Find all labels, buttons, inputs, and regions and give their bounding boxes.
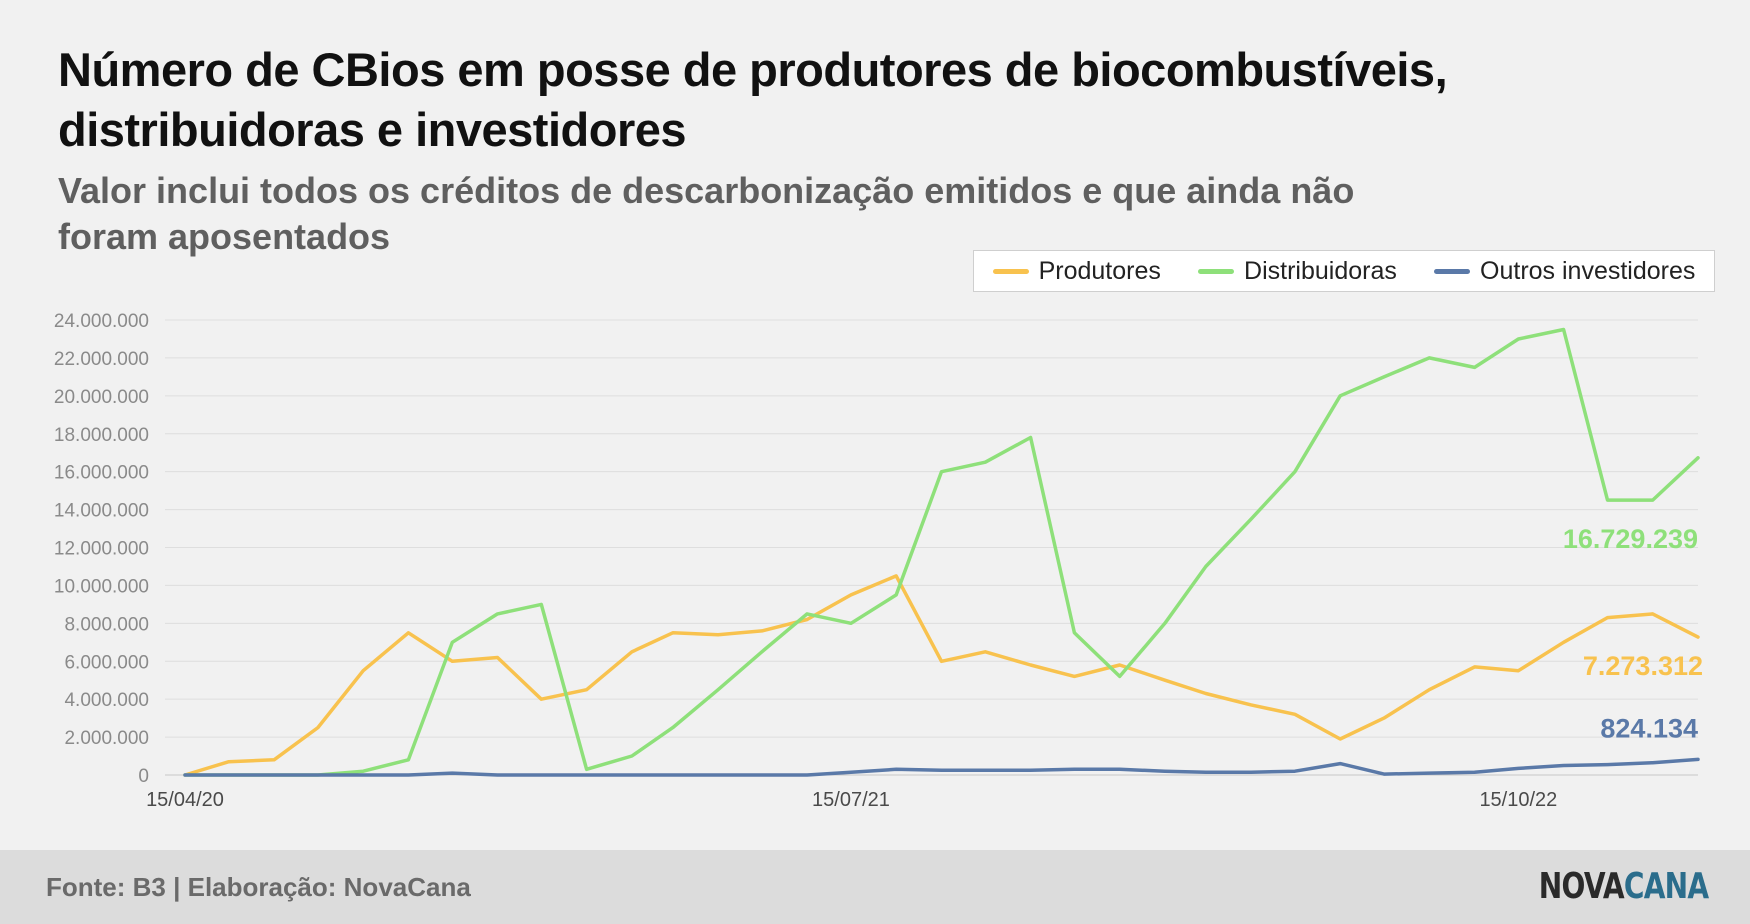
source-note: Fonte: B3 | Elaboração: NovaCana xyxy=(46,872,471,902)
y-tick-label: 18.000.000 xyxy=(54,425,149,446)
y-tick-label: 20.000.000 xyxy=(54,387,149,408)
x-tick-label: 15/07/21 xyxy=(812,789,890,811)
y-tick-label: 12.000.000 xyxy=(54,539,149,560)
y-tick-label: 24.000.000 xyxy=(54,311,149,332)
x-tick-label: 15/10/22 xyxy=(1479,789,1557,811)
legend-item-distribuidoras: Distribuidoras xyxy=(1198,257,1397,286)
legend-swatch-produtores xyxy=(992,268,1029,274)
end-value-label: 7.273.312 xyxy=(1583,651,1703,681)
novacana-logo: NOVACANA xyxy=(1538,866,1708,907)
y-tick-label: 8.000.000 xyxy=(64,614,149,635)
x-tick-label: 15/04/20 xyxy=(146,789,224,811)
legend-label-distribuidoras: Distribuidoras xyxy=(1244,256,1397,285)
series-line-3 xyxy=(183,757,1700,777)
series-line-2 xyxy=(183,327,1700,777)
y-tick-label: 16.000.000 xyxy=(54,463,149,484)
y-tick-label: 22.000.000 xyxy=(54,349,149,370)
line-chart: 0 2.000.000 4.000.000 6.000.000 8.000.000 10.… xyxy=(54,311,1703,811)
y-tick-label: 6.000.000 xyxy=(64,652,149,673)
chart-subtitle: Valor inclui todos os créditos de descar… xyxy=(58,170,1355,257)
y-tick-label: 0 xyxy=(138,766,149,787)
y-tick-label: 14.000.000 xyxy=(54,501,149,522)
legend-item-produtores: Produtores xyxy=(992,256,1161,286)
footer: Fonte: B3 | Elaboração: NovaCana NOVACAN… xyxy=(0,850,1750,924)
legend-swatch-distribuidoras xyxy=(1198,268,1235,274)
end-value-label: 16.729.239 xyxy=(1563,524,1698,554)
end-value-label: 824.134 xyxy=(1600,713,1698,743)
y-tick-label: 10.000.000 xyxy=(54,576,149,597)
legend-item-outros-investidores: Outros investidores xyxy=(1434,257,1695,286)
chart-title: Número de CBios em posse de produtores d… xyxy=(58,43,1448,156)
y-tick-label: 4.000.000 xyxy=(64,690,149,711)
legend-label-outros-investidores: Outros investidores xyxy=(1480,256,1696,285)
series-line-1 xyxy=(183,574,1700,777)
legend: Produtores Distribuidoras Outros investi… xyxy=(973,250,1715,292)
y-tick-label: 2.000.000 xyxy=(64,728,149,749)
legend-swatch-outros-investidores xyxy=(1434,268,1471,274)
legend-label-produtores: Produtores xyxy=(1038,256,1161,285)
